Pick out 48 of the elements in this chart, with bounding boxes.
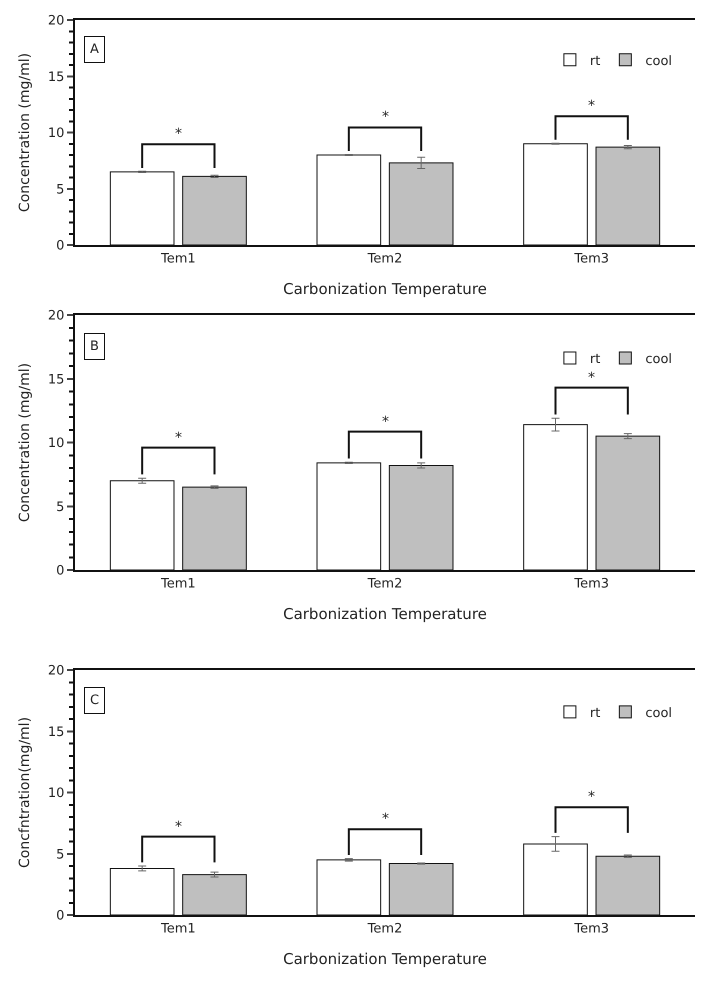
y-tick-label: 15 (48, 70, 64, 85)
y-tick-label: 10 (48, 126, 64, 142)
x-tick-label: Tem3 (573, 252, 610, 267)
y-tick-label: 5 (56, 182, 64, 198)
x-axis-title: Carbonization Temperature (283, 605, 487, 624)
y-tick-label: 10 (48, 786, 64, 802)
y-axis-title: Concentration (mg/ml) (16, 52, 33, 212)
x-tick-label: Tem1 (160, 922, 196, 937)
legend-label: rt (590, 706, 600, 721)
y-tick-label: 20 (48, 664, 64, 679)
annotation: * (175, 430, 182, 446)
y-tick-label: 5 (56, 847, 64, 862)
annotation: * (382, 109, 389, 125)
y-tick-label: 10 (48, 436, 64, 452)
x-axis-title: Carbonization Temperature (283, 280, 487, 298)
legend-label: cool (645, 352, 672, 368)
x-tick-label: Tem3 (573, 576, 610, 592)
x-tick-label: Tem2 (366, 252, 402, 267)
legend-label: cool (645, 54, 672, 69)
annotation: * (175, 819, 182, 835)
annotation: * (175, 126, 182, 142)
y-tick-label: 15 (48, 372, 64, 388)
annotation: * (382, 811, 389, 827)
annotation: * (588, 98, 595, 114)
legend-label: rt (590, 352, 600, 368)
y-tick-label: 20 (48, 14, 64, 29)
y-tick-label: 0 (56, 908, 64, 924)
y-tick-label: 20 (48, 308, 64, 324)
y-axis-title: Concfntration(mg/ml) (16, 716, 33, 868)
annotation: B (90, 339, 99, 354)
annotation: * (382, 414, 389, 430)
y-tick-label: 15 (48, 724, 64, 740)
annotation: C (90, 693, 100, 708)
x-tick-label: Tem1 (160, 576, 196, 592)
y-axis-title: Concentration (mg/ml) (16, 362, 33, 522)
annotation: * (588, 370, 595, 386)
annotation: * (588, 789, 595, 805)
x-tick-label: Tem2 (366, 576, 402, 592)
x-axis-title: Carbonization Temperature (283, 950, 487, 968)
legend-label: cool (645, 706, 672, 721)
annotation: A (90, 42, 99, 57)
x-tick-label: Tem3 (573, 922, 610, 937)
y-tick-label: 5 (56, 500, 64, 515)
x-tick-label: Tem2 (366, 922, 402, 937)
legend-label: rt (590, 54, 600, 69)
x-tick-label: Tem1 (160, 252, 196, 267)
y-tick-label: 0 (56, 564, 64, 579)
y-tick-label: 0 (56, 238, 64, 254)
